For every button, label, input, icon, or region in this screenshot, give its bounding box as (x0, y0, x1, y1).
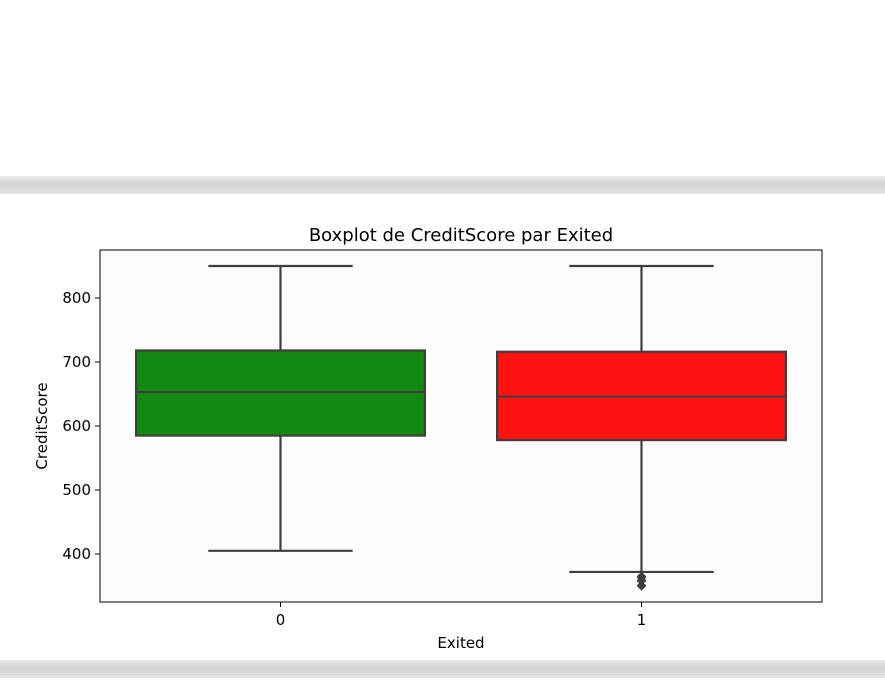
boxplot-chart: 400 500 600 700 800 0 1 Boxplot de CreditScor… (33, 225, 823, 652)
outlier-point (636, 571, 647, 582)
y-tick-label: 600 (62, 417, 91, 435)
y-tick-label: 700 (62, 353, 91, 371)
x-tick-label: 1 (637, 611, 647, 629)
y-tick-label: 400 (62, 545, 91, 563)
y-axis-label: CreditScore (33, 382, 51, 469)
chart-title: Boxplot de CreditScore par Exited (309, 225, 613, 246)
plot-frame (99, 249, 823, 603)
x-tick-label: 0 (276, 611, 286, 629)
y-tick-label: 500 (62, 481, 91, 499)
cell-separator-top (0, 176, 885, 194)
x-axis-label: Exited (437, 634, 484, 652)
cell-separator-bottom (0, 660, 885, 678)
blank-output-area (0, 0, 885, 176)
y-tick-label: 800 (62, 289, 91, 307)
chart-figure: 400 500 600 700 800 0 1 Boxplot de CreditScor… (0, 194, 885, 660)
